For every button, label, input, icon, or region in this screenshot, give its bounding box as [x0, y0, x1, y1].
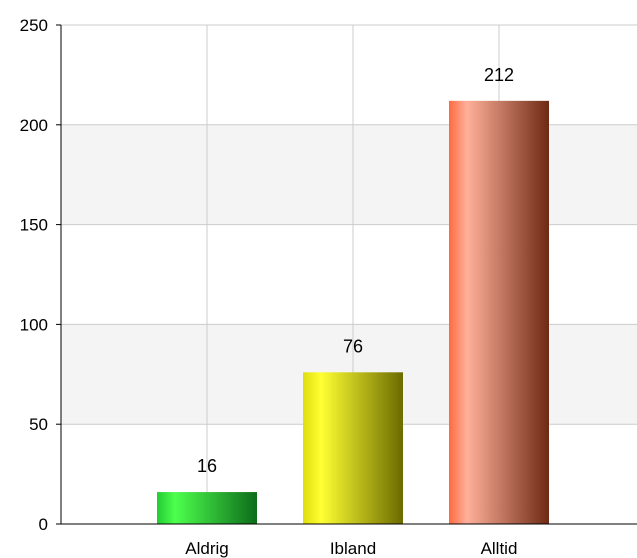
bar-ibland [303, 372, 403, 524]
data-label: 76 [343, 336, 363, 356]
data-label: 16 [197, 456, 217, 476]
bar-aldrig [157, 492, 257, 524]
x-axis-labels: Aldrig Ibland Alltid [185, 539, 517, 558]
data-label: 212 [484, 65, 514, 85]
y-axis-ticks: 0 50 100 150 200 250 [20, 16, 61, 534]
y-tick-label: 50 [29, 415, 48, 434]
y-tick-label: 150 [20, 216, 48, 235]
x-tick-label: Ibland [330, 539, 376, 558]
x-tick-label: Aldrig [185, 539, 228, 558]
axes [60, 25, 637, 525]
bar-alltid [449, 100, 549, 525]
y-tick-label: 200 [20, 116, 48, 135]
x-tick-label: Alltid [481, 539, 518, 558]
y-tick-label: 0 [39, 515, 48, 534]
y-tick-label: 100 [20, 315, 48, 334]
y-tick-label: 250 [20, 16, 48, 35]
data-labels: 16 76 212 [197, 65, 514, 476]
bars [157, 100, 549, 525]
background-band [61, 124, 637, 225]
